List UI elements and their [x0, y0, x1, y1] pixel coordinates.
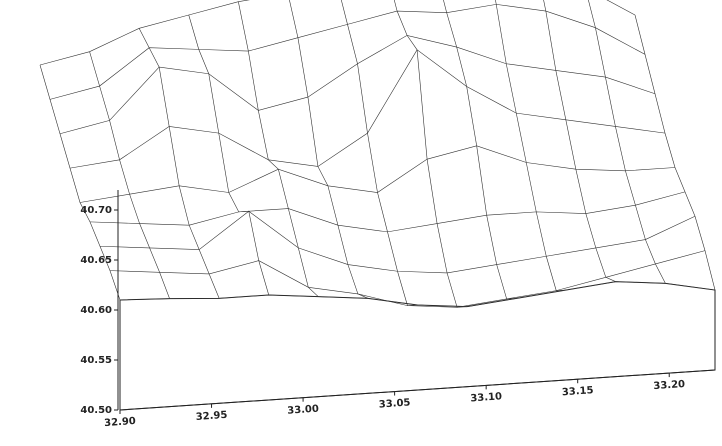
x-tick-label: 32.95: [195, 410, 227, 423]
x-tick-label: 33.05: [378, 397, 410, 410]
x-tick-label: 33.00: [287, 404, 319, 417]
x-tick-label: 33.10: [470, 391, 502, 404]
y-tick-label: 40.50: [80, 405, 112, 416]
y-tick-label: 40.60: [80, 305, 112, 316]
mesh-column: [585, 0, 665, 283]
mesh-column: [238, 2, 318, 297]
mesh-row: [90, 192, 685, 232]
mesh-row: [50, 4, 645, 99]
mesh-column: [437, 0, 517, 299]
x-tick-label: 32.90: [104, 416, 136, 429]
x-tick-label: 33.20: [653, 379, 685, 392]
x-tick-label: 33.15: [562, 385, 594, 398]
mesh-column: [387, 0, 467, 307]
x-axis: [120, 370, 715, 410]
mesh-column: [536, 0, 616, 282]
front-face: [120, 282, 715, 410]
y-tick-label: 40.65: [80, 255, 112, 266]
mesh-column: [338, 0, 418, 306]
y-tick-label: 40.55: [80, 355, 112, 366]
mesh-column: [486, 0, 566, 291]
mesh-row: [120, 282, 715, 307]
mesh-row: [80, 146, 675, 203]
mesh-column: [635, 15, 715, 290]
mesh-column: [139, 28, 219, 298]
chart: 32.90 32.95 33.00 33.05 33.10 33.15 33.20 40.50…: [0, 0, 722, 446]
y-tick-label: 40.70: [80, 205, 112, 216]
mesh-row: [100, 211, 695, 273]
